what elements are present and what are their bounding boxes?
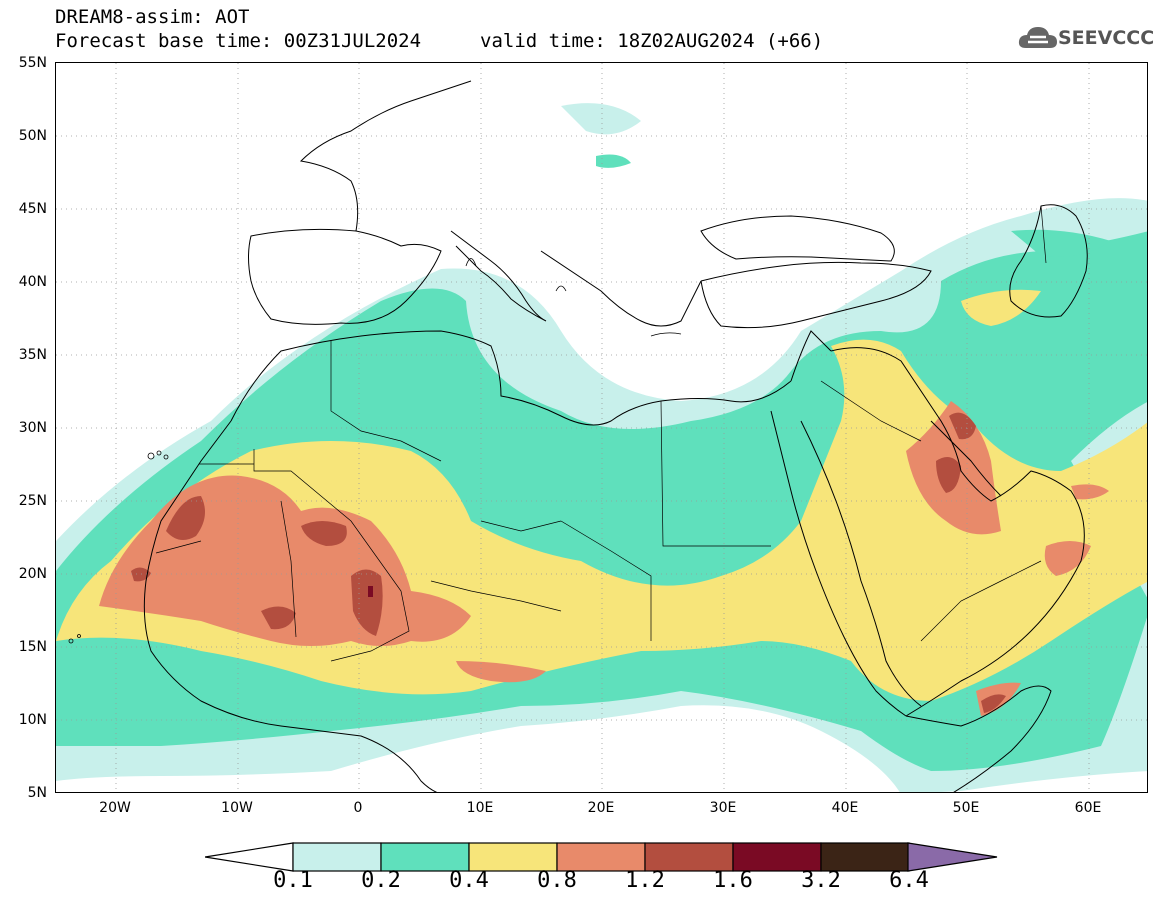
legend-label-3-2: 3.2 <box>801 868 841 893</box>
lon-label-10e: 10E <box>466 800 494 816</box>
aot-map <box>56 63 1147 792</box>
title-valid-time: valid time: 18Z02AUG2024 (+66) <box>480 30 824 52</box>
color-scale-legend <box>205 842 998 872</box>
country-borders <box>155 205 1047 662</box>
lat-label-40n: 40N <box>18 274 47 290</box>
lon-label-20w: 20W <box>99 800 131 816</box>
legend-label-0-4: 0.4 <box>449 868 489 893</box>
legend-swatch-3 <box>468 842 558 872</box>
title-base-time: Forecast base time: 00Z31JUL2024 <box>55 30 422 52</box>
seevccc-logo: SEEVCCC <box>1018 22 1158 56</box>
lat-label-35n: 35N <box>18 347 47 363</box>
lon-label-40e: 40E <box>831 800 859 816</box>
title-product: DREAM8-assim: AOT <box>55 6 250 28</box>
legend-label-1-2: 1.2 <box>625 868 665 893</box>
map-panel <box>55 62 1148 793</box>
lon-label-30e: 30E <box>709 800 737 816</box>
legend-label-1-6: 1.6 <box>713 868 753 893</box>
lat-label-45n: 45N <box>18 201 47 217</box>
lat-label-10n: 10N <box>18 712 47 728</box>
lat-label-5n: 5N <box>27 785 47 801</box>
islands <box>68 258 682 644</box>
lat-label-50n: 50N <box>18 128 47 144</box>
aot-contour-level-6 <box>368 586 373 597</box>
lon-label-0: 0 <box>353 800 363 816</box>
lat-label-25n: 25N <box>18 493 47 509</box>
cloud-icon <box>1018 27 1057 48</box>
lon-label-50e: 50E <box>952 800 980 816</box>
legend-swatch-5 <box>644 842 734 872</box>
legend-label-0-8: 0.8 <box>537 868 577 893</box>
lat-label-30n: 30N <box>18 420 47 436</box>
legend-label-0-2: 0.2 <box>361 868 401 893</box>
legend-swatch-6 <box>732 842 822 872</box>
lat-label-15n: 15N <box>18 639 47 655</box>
lon-label-20e: 20E <box>587 800 615 816</box>
lon-label-10w: 10W <box>221 800 253 816</box>
legend-swatch-1 <box>292 842 382 872</box>
aot-contour-level-5 <box>131 412 1006 713</box>
legend-swatch-4 <box>556 842 646 872</box>
coastlines <box>143 80 1088 792</box>
lon-label-60e: 60E <box>1074 800 1102 816</box>
legend-swatch-2 <box>380 842 470 872</box>
legend-swatches <box>292 842 910 872</box>
lat-label-55n: 55N <box>18 55 47 71</box>
legend-arrow-low <box>205 842 294 872</box>
legend-label-6-4: 6.4 <box>889 868 929 893</box>
legend-arrow-high <box>907 842 998 872</box>
lat-label-20n: 20N <box>18 566 47 582</box>
legend-swatch-7 <box>820 842 910 872</box>
graticule <box>56 63 1147 792</box>
logo-text: SEEVCCC <box>1058 27 1155 49</box>
legend-label-0-1: 0.1 <box>273 868 313 893</box>
